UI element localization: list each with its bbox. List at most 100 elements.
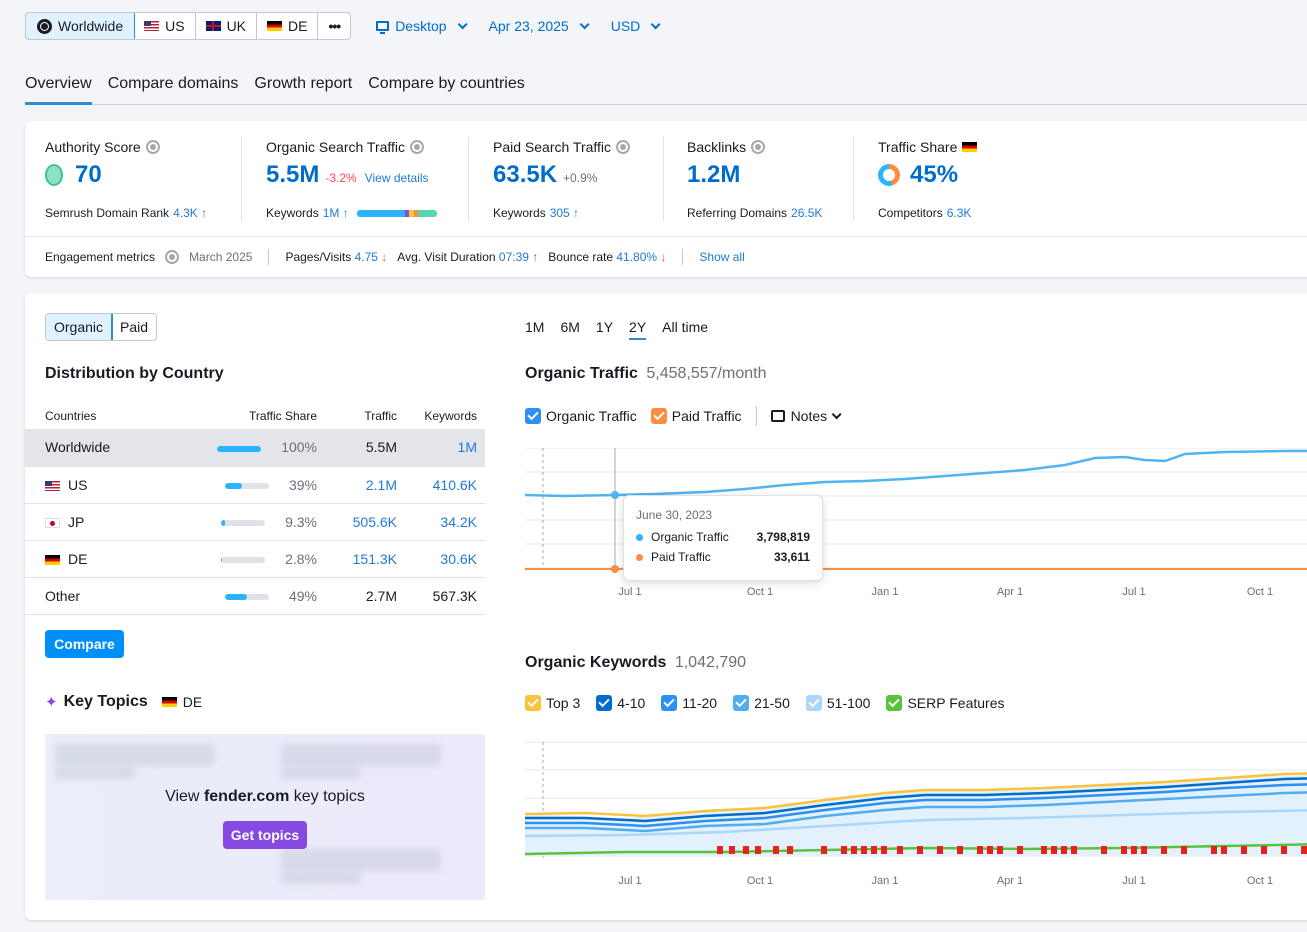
domain-rank-link[interactable]: 4.3K ↑: [173, 206, 208, 220]
legend-paid-traffic[interactable]: Paid Traffic: [650, 408, 742, 424]
checkbox-icon: [805, 695, 822, 711]
column-header[interactable]: Countries: [45, 409, 97, 423]
keywords-link[interactable]: 1M ↑: [322, 206, 349, 220]
paid-keywords-link[interactable]: 305 ↑: [549, 206, 580, 220]
backlinks-value[interactable]: 1.2M: [687, 161, 741, 188]
paid-hover-point: [611, 565, 619, 573]
change-value: +0.9%: [563, 171, 598, 185]
legend-11-20[interactable]: 11-20: [661, 695, 717, 711]
de-flag-icon: [962, 142, 978, 152]
distribution-title: Distribution by Country: [45, 365, 224, 382]
topics-country: DE: [182, 694, 203, 710]
table-row[interactable]: Other 49% 2.7M 567.3K: [25, 577, 485, 615]
tab-compare-by-countries[interactable]: Compare by countries: [368, 75, 525, 92]
info-icon[interactable]: [751, 140, 766, 154]
legend-serp-features[interactable]: SERP Features: [886, 695, 1004, 711]
divider: [682, 249, 684, 265]
info-icon[interactable]: [165, 250, 180, 264]
divider: [241, 137, 242, 221]
period-1m[interactable]: 1M: [525, 319, 545, 335]
column-header[interactable]: Traffic: [364, 409, 397, 423]
traffic-cell: 2.1M: [325, 466, 405, 504]
table-row[interactable]: Worldwide 100% 5.5M 1M: [25, 429, 485, 467]
divider: [853, 137, 854, 221]
blurred-topic: [281, 744, 441, 766]
update-marker: [1161, 846, 1167, 854]
legend-51-100[interactable]: 51-100: [805, 695, 870, 711]
period-6m[interactable]: 6M: [560, 319, 580, 335]
table-row[interactable]: DE 2.8% 151.3K 30.6K: [25, 539, 485, 578]
table-row[interactable]: US 39% 2.1M 410.6K: [25, 466, 485, 504]
metric-label: Authority Score: [45, 139, 141, 155]
notes-dropdown[interactable]: Notes: [770, 408, 842, 424]
toggle-paid[interactable]: Paid: [120, 319, 149, 335]
period-2y[interactable]: 2Y: [629, 319, 647, 340]
tab-compare-domains[interactable]: Compare domains: [107, 75, 239, 92]
update-marker: [1281, 846, 1287, 854]
update-marker: [729, 846, 735, 854]
authority-score-value[interactable]: 70: [75, 161, 102, 188]
metric-label: Backlinks: [687, 139, 747, 155]
de-flag-icon: [161, 697, 177, 707]
paid-dot-icon: [636, 554, 643, 561]
currency-dropdown[interactable]: USD: [611, 18, 661, 34]
date-dropdown[interactable]: Apr 23, 2025: [489, 18, 590, 34]
update-marker: [987, 846, 993, 854]
region-uk[interactable]: UK: [196, 13, 258, 39]
traffic-cell: 151.3K: [325, 539, 405, 578]
k11-20-line: [525, 783, 1307, 828]
tab-growth-report[interactable]: Growth report: [254, 75, 353, 92]
share-bar: [224, 593, 269, 600]
tooltip-row-organic: Organic Traffic 3,798,819: [636, 530, 810, 544]
update-marker: [1261, 846, 1267, 854]
column-header[interactable]: Traffic Share: [248, 409, 317, 423]
paid-traffic-value[interactable]: 63.5K: [493, 161, 558, 188]
compare-button[interactable]: Compare: [45, 630, 124, 658]
period-1y[interactable]: 1Y: [595, 319, 614, 335]
device-dropdown[interactable]: Desktop: [376, 18, 468, 34]
k51-100-line: [525, 809, 1307, 838]
info-icon[interactable]: [616, 140, 631, 154]
info-icon[interactable]: [410, 140, 425, 154]
column-header[interactable]: Keywords: [424, 409, 477, 423]
region-worldwide[interactable]: Worldwide: [26, 13, 136, 39]
checkbox-icon: [525, 408, 541, 424]
legend-top3[interactable]: Top 3: [525, 695, 580, 711]
country-cell: DE: [25, 539, 190, 578]
more-regions-button[interactable]: •••: [328, 18, 341, 34]
share-cell: 100%: [190, 429, 325, 467]
x-tick: Jan 1: [872, 875, 899, 887]
legend-organic-traffic[interactable]: Organic Traffic: [525, 408, 637, 424]
divider: [663, 137, 664, 221]
table-row[interactable]: JP 9.3% 505.6K 34.2K: [25, 503, 485, 541]
traffic-share-value[interactable]: 45%: [910, 161, 959, 188]
period-all-time[interactable]: All time: [662, 319, 709, 335]
update-marker: [871, 846, 877, 854]
arrow-down-icon: ↓: [381, 250, 388, 264]
share-cell: 39%: [190, 466, 325, 504]
tab-overview[interactable]: Overview: [25, 72, 92, 105]
update-marker: [1061, 846, 1067, 854]
desktop-icon: [376, 21, 390, 34]
legend-21-50[interactable]: 21-50: [733, 695, 790, 711]
update-marker: [1211, 846, 1217, 854]
update-marker: [1017, 846, 1023, 854]
region-us[interactable]: US: [134, 13, 196, 39]
us-flag-icon: [144, 21, 160, 31]
organic-traffic-value[interactable]: 5.5M: [266, 161, 320, 188]
sub-label: Semrush Domain Rank: [45, 206, 170, 220]
engagement-metrics-bar: Engagement metrics March 2025 Pages/Visi…: [25, 236, 1307, 277]
serp-features-line: [525, 843, 1307, 856]
region-de[interactable]: DE: [257, 13, 319, 39]
info-icon[interactable]: [145, 140, 160, 154]
referring-domains-link[interactable]: 26.5K: [791, 206, 823, 220]
toggle-organic[interactable]: Organic: [46, 314, 114, 340]
competitors-link[interactable]: 6.3K: [946, 206, 972, 220]
note-icon: [770, 410, 785, 422]
legend-4-10[interactable]: 4-10: [596, 695, 645, 711]
update-marker: [821, 846, 827, 854]
update-marker: [1141, 846, 1147, 854]
show-all-link[interactable]: Show all: [699, 250, 745, 264]
get-topics-button[interactable]: Get topics: [223, 821, 307, 849]
view-details-link[interactable]: View details: [364, 171, 429, 185]
